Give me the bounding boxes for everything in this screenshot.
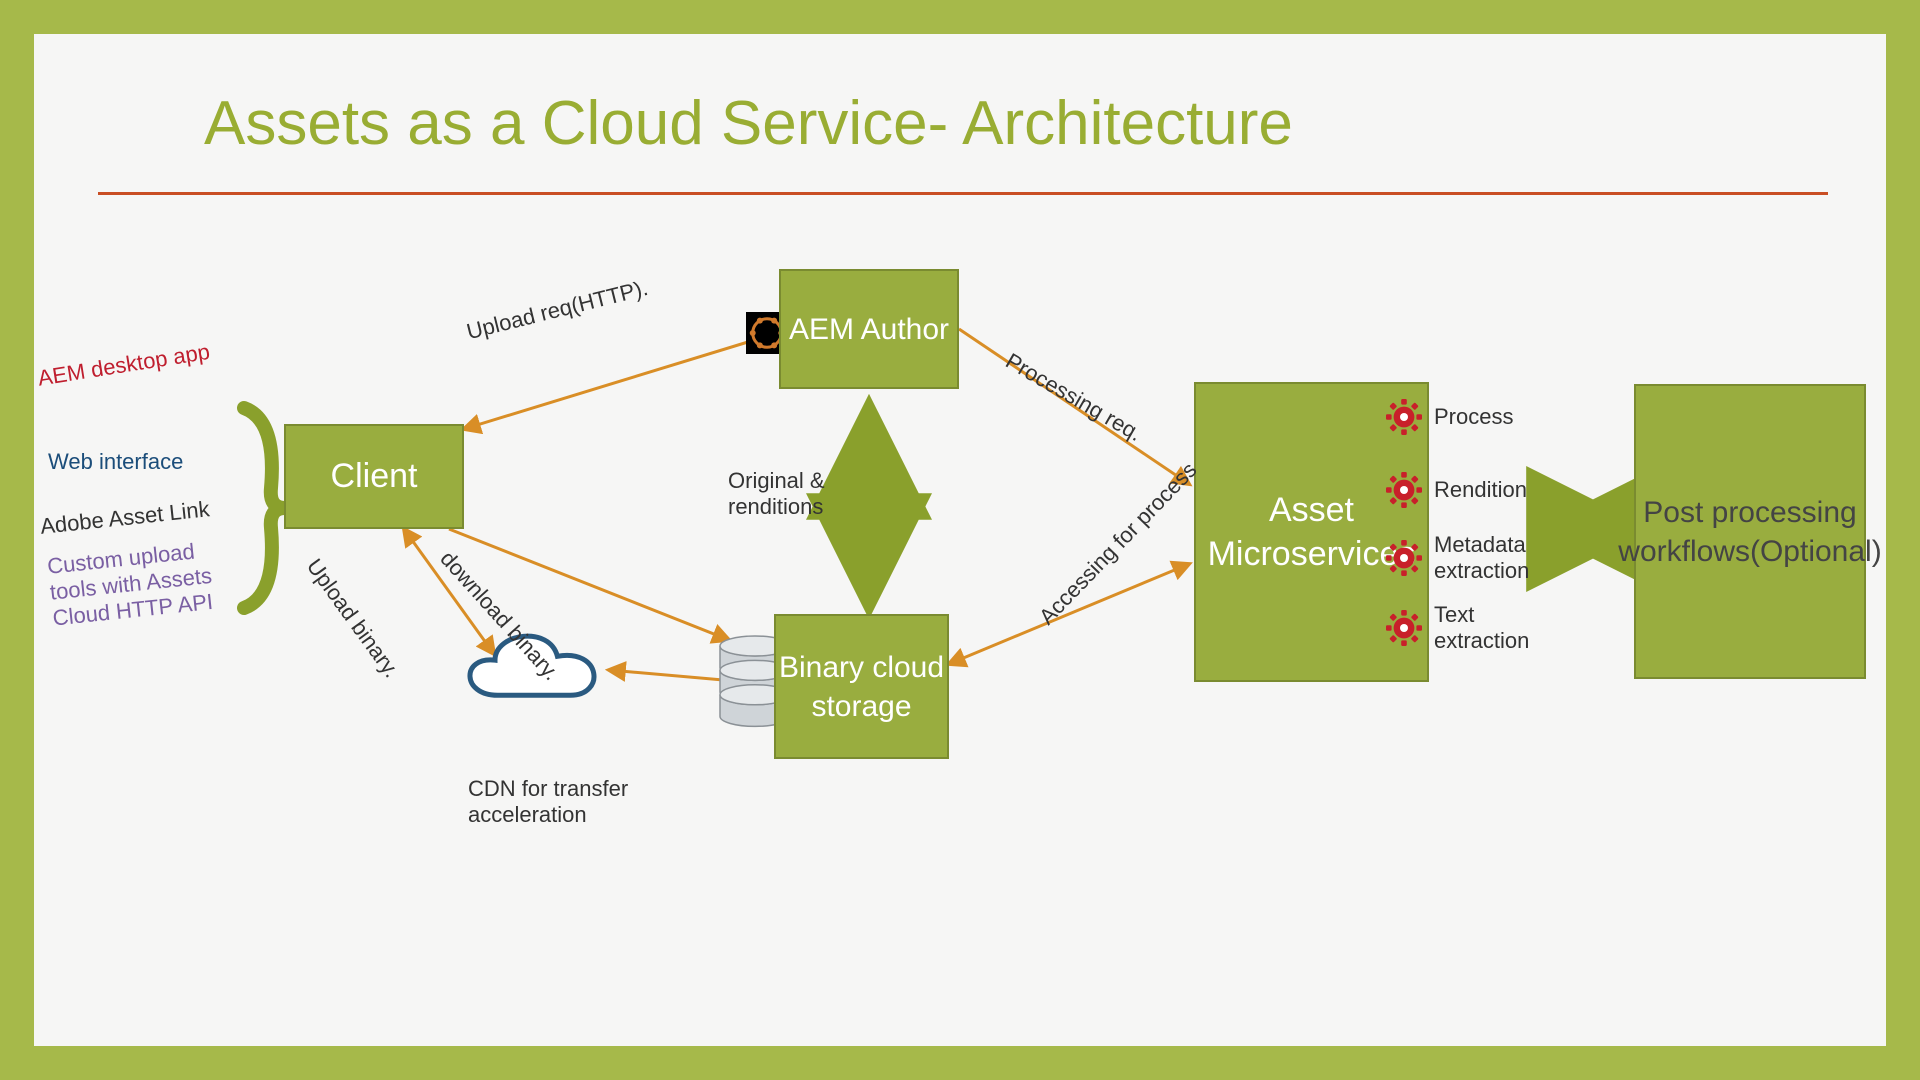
title-underline (98, 192, 1828, 195)
diagram-svg (34, 34, 1886, 1046)
gear-label: Metadata extraction (1434, 532, 1564, 584)
edge-label: CDN for transfer acceleration (468, 776, 668, 828)
slide-title: Assets as a Cloud Service- Architecture (204, 88, 1293, 159)
binary-storage-label: Binary cloud storage (776, 648, 947, 726)
gear-icon (1384, 470, 1424, 510)
client-option-label: AEM desktop app (36, 339, 212, 392)
gear-row: Process (1384, 397, 1513, 437)
slide-frame: Assets as a Cloud Service- Architecture (0, 0, 1920, 1080)
edge-label: Original & renditions (728, 468, 858, 520)
edge-label: download binary. (435, 546, 565, 686)
gear-label: Text extraction (1434, 602, 1554, 654)
client-label: Client (331, 454, 418, 498)
post-processing-label: Post processing workflows(Optional) (1618, 493, 1881, 571)
gear-row: Rendition (1384, 470, 1527, 510)
client-box: Client (284, 424, 464, 529)
gear-icon (1384, 608, 1424, 648)
gear-row: Text extraction (1384, 602, 1554, 654)
client-option-label: Web interface (48, 449, 183, 475)
gear-row: Metadata extraction (1384, 532, 1564, 584)
binary-storage-box: Binary cloud storage (774, 614, 949, 759)
edge-label: Processing req. (1001, 348, 1146, 447)
edge-label: Upload binary. (301, 554, 404, 683)
client-option-label: Adobe Asset Link (39, 496, 211, 540)
gear-icon (1384, 538, 1424, 578)
gear-label: Rendition (1434, 477, 1527, 503)
slide-canvas: Assets as a Cloud Service- Architecture (34, 34, 1886, 1046)
edge-label: Upload req(HTTP). (464, 275, 651, 345)
post-processing-box: Post processing workflows(Optional) (1634, 384, 1866, 679)
edge-label: Accessing for process (1034, 457, 1202, 630)
aem-author-label: AEM Author (789, 310, 949, 349)
gear-label: Process (1434, 404, 1513, 430)
aem-author-box: AEM Author (779, 269, 959, 389)
gear-icon (1384, 397, 1424, 437)
client-option-label: Custom upload tools with Assets Cloud HT… (46, 533, 253, 631)
